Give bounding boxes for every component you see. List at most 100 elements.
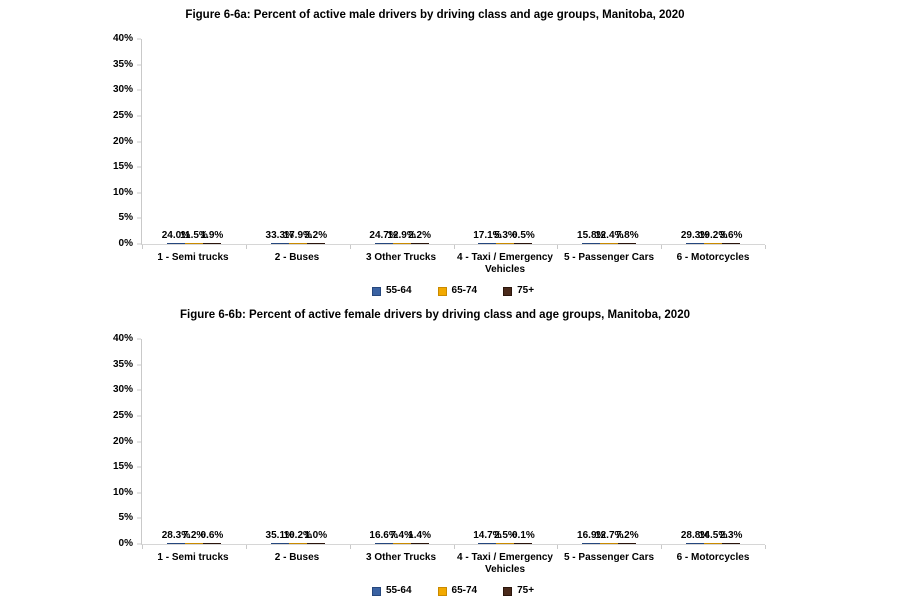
y-axis-tick-label: 30% <box>112 84 133 96</box>
bar-age-55-64: 29.3% <box>681 230 709 244</box>
y-axis-tick-label: 35% <box>112 358 133 370</box>
y-axis-tick-label: 0% <box>118 538 133 549</box>
bar-group: 24.0% 11.5% 1.9% <box>142 230 246 244</box>
bar-group: 28.3% 7.2% 0.6% <box>142 530 246 544</box>
x-axis-tick <box>765 245 766 249</box>
legend-item: 55-64 <box>371 285 412 297</box>
legend-swatch <box>503 586 513 596</box>
legend-label: 75+ <box>517 285 535 296</box>
bar-value-label: 14.5% <box>698 530 728 541</box>
bar-groups: 28.3% 7.2% 0.6% 35.1% 10.2% 1.0% 16.6% 7.4% 1.4%… <box>142 339 765 544</box>
bar-age-75+: 3.6% <box>720 230 742 244</box>
y-axis-tick <box>137 466 141 468</box>
bar-value-label: 19.2% <box>698 230 728 241</box>
x-axis-tick <box>557 545 559 549</box>
bar-age-75+: 3.2% <box>304 230 327 244</box>
y-axis-tick <box>137 141 141 142</box>
bar-value-label: 16.9% <box>577 530 606 541</box>
chart-body: 0% 5% 10% 15% 20% 25% 30% 35% 40% 28.3% 7.2% 0.6% 3… <box>105 334 766 597</box>
x-axis-category-label: 6 - Motorcycles <box>676 252 750 263</box>
bar-group: 29.3% 19.2% 3.6% <box>661 230 765 244</box>
bar-value-label: 24.0% <box>161 230 191 241</box>
bar-group: 16.9% 12.7% 7.2% <box>557 530 661 544</box>
y-axis-tick <box>137 64 141 66</box>
y-axis-tick-label: 0% <box>118 238 133 249</box>
bar-age-75+: 2.2% <box>408 230 431 244</box>
bar-groups: 24.0% 11.5% 1.9% 33.3% 17.9% 3.2% 24.7% 12.9% 2.… <box>142 39 765 244</box>
bar-group: 33.3% 17.9% 3.2% <box>246 230 350 244</box>
bar-value-label: 1.9% <box>200 230 224 241</box>
bar-age-75+: 2.3% <box>720 530 742 544</box>
legend-label: 55-64 <box>385 285 412 296</box>
bar-value-label: 17.1% <box>473 230 502 241</box>
y-axis-tick <box>137 192 141 194</box>
x-axis-category-label: 2 - Buses <box>274 252 320 263</box>
y-axis-tick-label: 35% <box>112 58 133 70</box>
chart-body: 0% 5% 10% 15% 20% 25% 30% 35% 40% 24.0% 11.5% 1.9%… <box>105 34 766 297</box>
bar-value-label: 0.6% <box>200 530 224 541</box>
bar-value-label: 2.2% <box>408 230 431 241</box>
y-axis-tick <box>137 441 141 442</box>
legend-label: 55-64 <box>385 585 412 596</box>
bar-age-65-74: 11.5% <box>180 230 208 244</box>
legend-swatch <box>437 286 447 296</box>
bar-value-label: 0.1% <box>511 530 535 541</box>
y-axis-tick <box>137 217 141 219</box>
bar-value-label: 15.8% <box>577 230 606 241</box>
x-axis-tick <box>453 545 455 549</box>
y-axis-tick-label: 20% <box>112 435 133 447</box>
chart-female-drivers: Figure 6-6b: Percent of active female dr… <box>105 308 766 597</box>
y-axis-tick <box>137 517 141 519</box>
legend: 55-64 65-74 75+ <box>141 585 765 597</box>
y-axis-tick-label: 10% <box>112 486 133 498</box>
bar-value-label: 7.4% <box>390 530 413 541</box>
bar-age-75+: 1.0% <box>304 530 327 544</box>
bar-value-label: 10.2% <box>283 530 312 541</box>
y-axis-tick <box>137 166 141 168</box>
bar-value-label: 16.6% <box>369 530 398 541</box>
chart-main: 28.3% 7.2% 0.6% 35.1% 10.2% 1.0% 16.6% 7.4% 1.4%… <box>141 339 766 597</box>
bar-value-label: 28.3% <box>161 530 191 541</box>
bar-age-55-64: 16.6% <box>369 530 398 544</box>
bar-value-label: 14.7% <box>473 530 502 541</box>
bar-age-65-74: 17.9% <box>284 230 312 244</box>
bar-age-65-74: 10.2% <box>284 530 312 544</box>
x-axis-category-label: 3 Other Trucks <box>365 252 437 263</box>
bar-age-75+: 7.8% <box>616 230 639 244</box>
bar-value-label: 7.2% <box>182 530 206 541</box>
y-axis: 0% 5% 10% 15% 20% 25% 30% 35% 40% <box>105 34 141 249</box>
x-axis-tick <box>142 545 143 549</box>
bar-age-55-64: 28.8% <box>681 530 709 544</box>
bar-value-label: 17.9% <box>283 230 312 241</box>
bar-age-75+: 7.2% <box>616 530 639 544</box>
y-axis-tick-label: 15% <box>112 461 133 473</box>
bar-group: 35.1% 10.2% 1.0% <box>246 530 350 544</box>
legend-swatch <box>503 286 513 296</box>
x-axis-category-label: 1 - Semi trucks <box>157 552 229 563</box>
x-axis-category-label: 6 - Motorcycles <box>676 552 750 563</box>
bar-age-65-74: 19.2% <box>699 230 727 244</box>
y-axis-tick-label: 40% <box>112 333 133 344</box>
bar-age-65-74: 5.3% <box>494 230 517 244</box>
legend-label: 75+ <box>517 585 535 596</box>
bar-value-label: 24.7% <box>369 230 398 241</box>
bar-age-55-64: 33.3% <box>266 230 294 244</box>
y-axis-tick <box>137 364 141 366</box>
legend-item: 75+ <box>503 585 534 597</box>
bar-value-label: 12.7% <box>595 530 624 541</box>
x-axis-category-label: 5 - Passenger Cars <box>563 552 655 563</box>
x-axis-category-label: 4 - Taxi / Emergency Vehicles <box>457 252 553 275</box>
bar-age-65-74: 12.9% <box>387 230 416 244</box>
bar-value-label: 3.6% <box>719 230 743 241</box>
bar-value-label: 29.3% <box>680 230 710 241</box>
y-axis: 0% 5% 10% 15% 20% 25% 30% 35% 40% <box>105 334 141 549</box>
bar-age-65-74: 2.5% <box>494 530 517 544</box>
x-axis-category-label: 2 - Buses <box>274 552 320 563</box>
bar-value-label: 7.2% <box>615 530 639 541</box>
bar-value-label: 7.8% <box>615 230 639 241</box>
bar-value-label: 2.5% <box>493 530 517 541</box>
x-axis-labels: 1 - Semi trucks 2 - Buses 3 Other Trucks 4 … <box>141 252 765 276</box>
chart-male-drivers: Figure 6-6a: Percent of active male driv… <box>105 8 766 297</box>
x-axis-category-label: 3 Other Trucks <box>365 552 437 563</box>
bar-age-65-74: 12.7% <box>595 530 623 544</box>
